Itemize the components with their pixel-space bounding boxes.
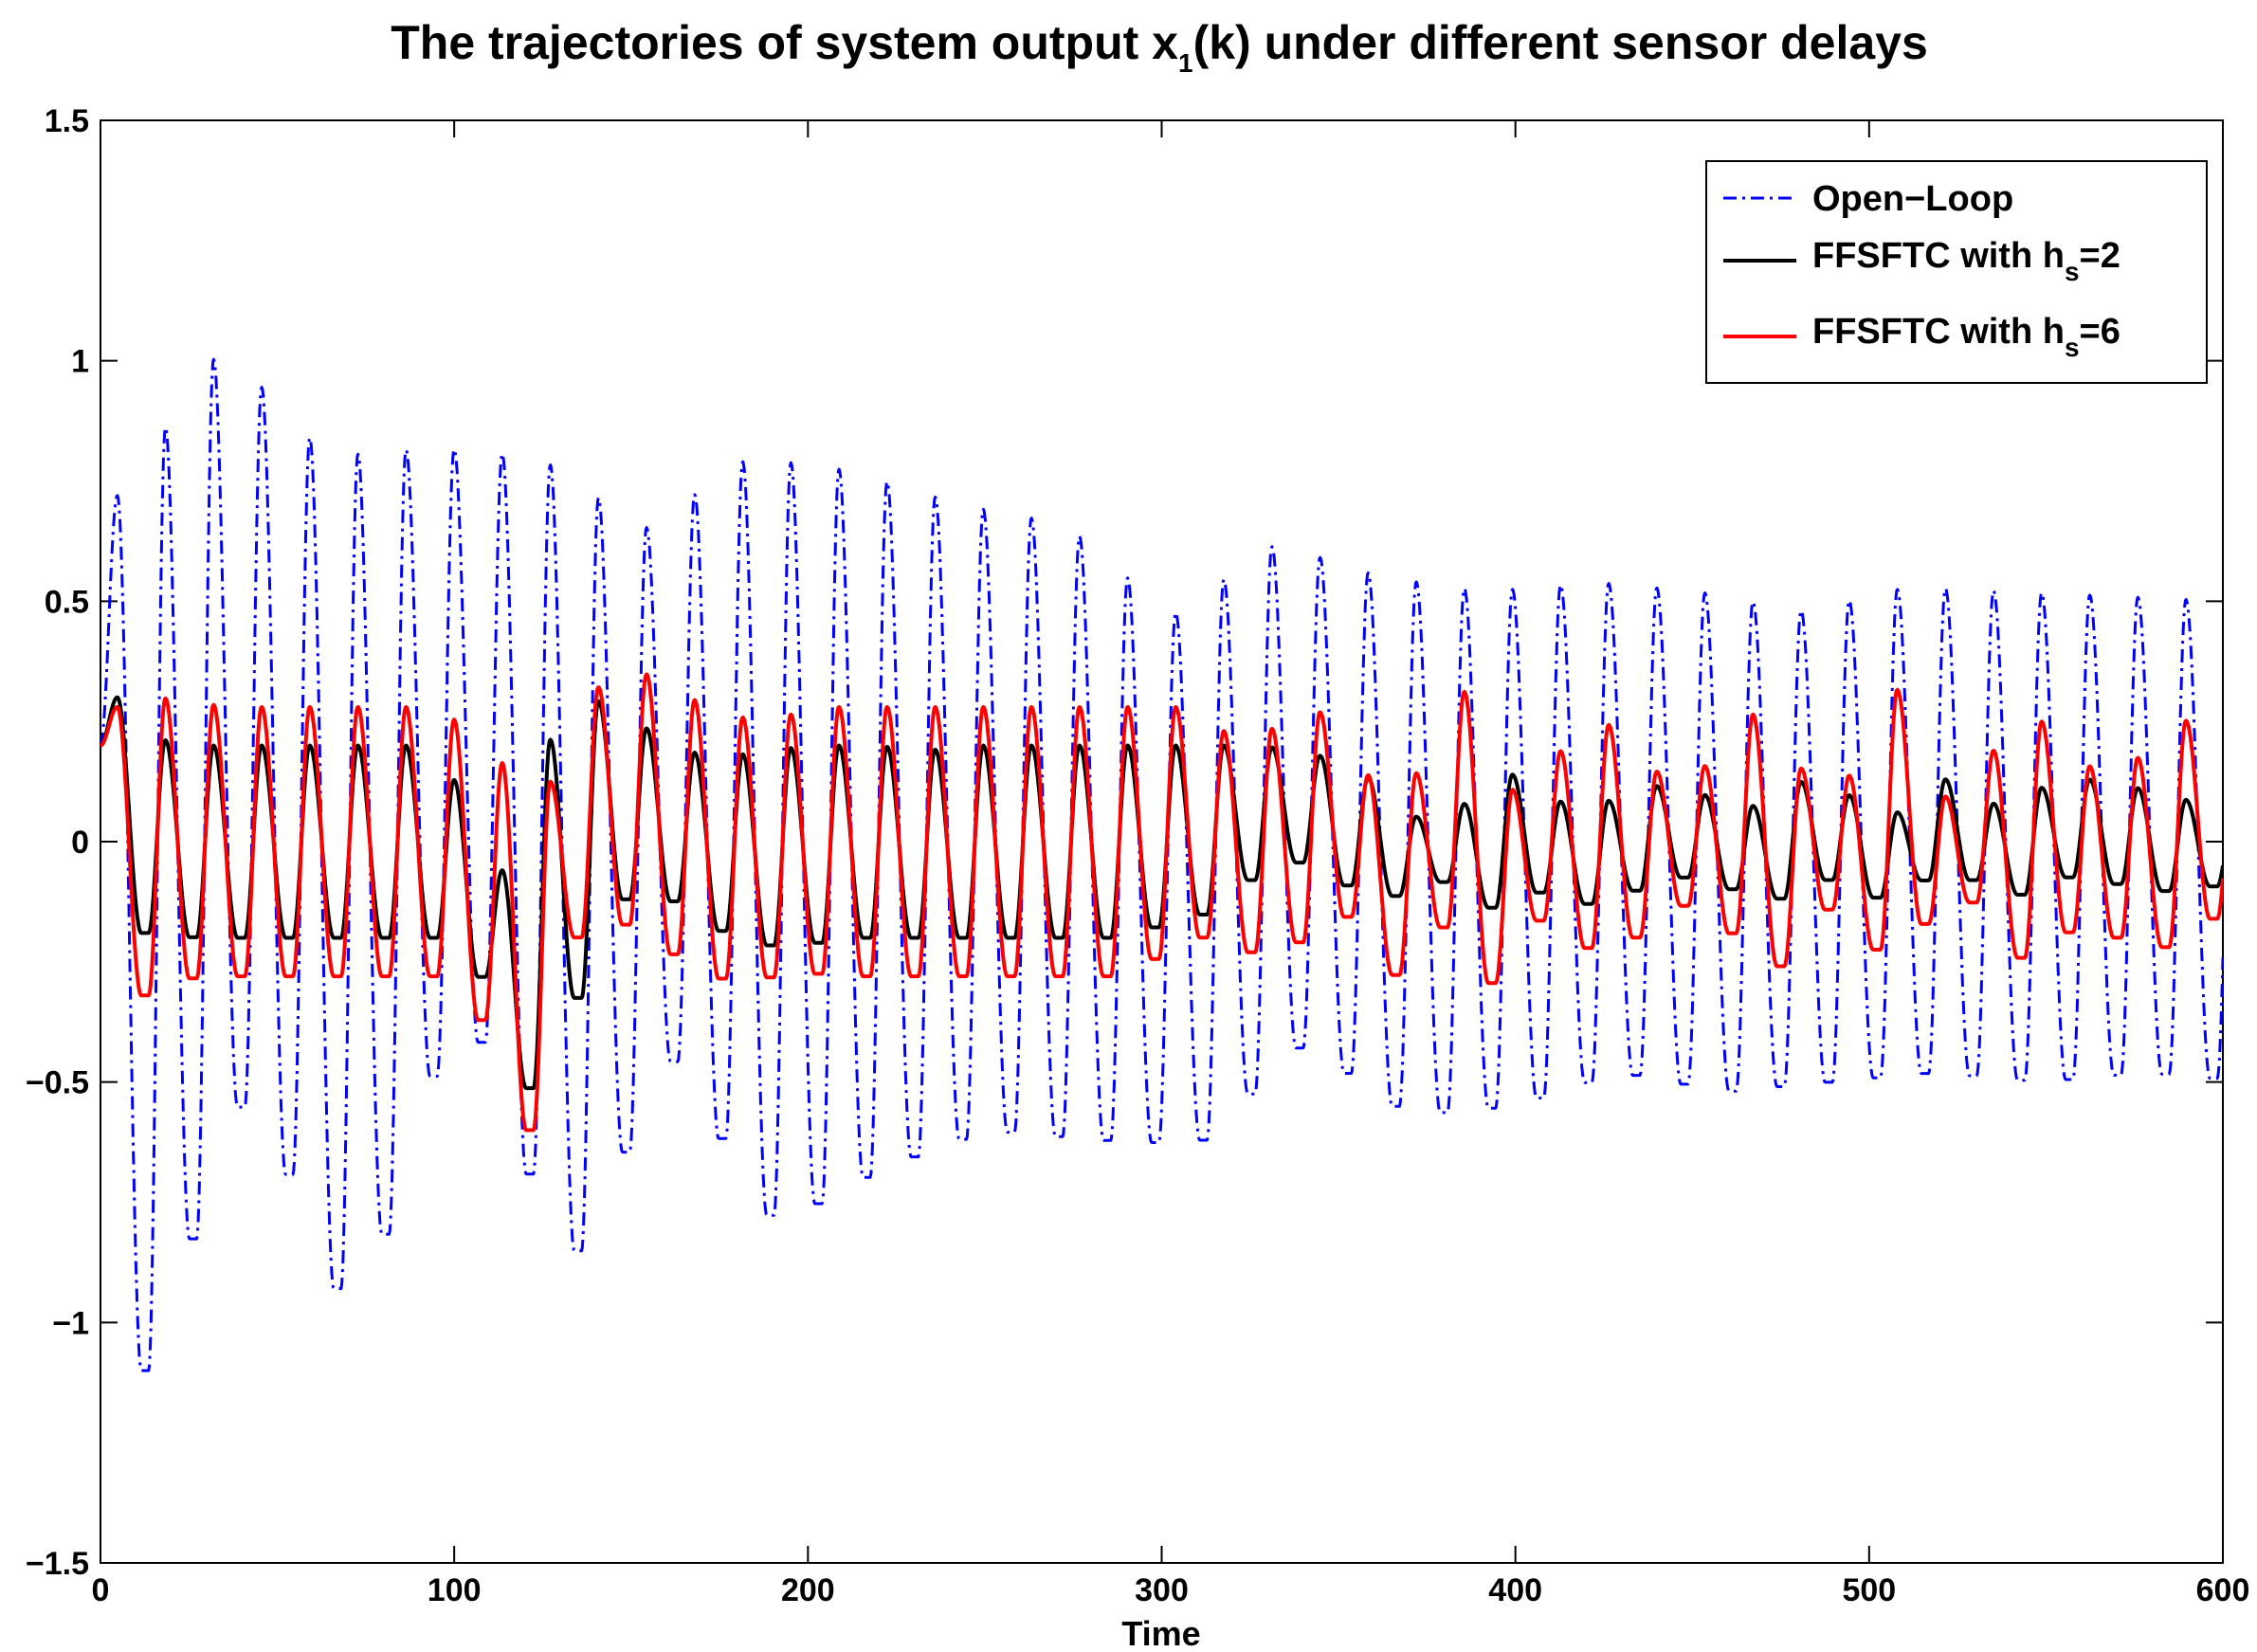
x-tick-label: 400 (1488, 1572, 1542, 1608)
y-tick-label: 1 (71, 344, 89, 380)
chart-title-subscript: 1 (1178, 48, 1193, 78)
y-tick-label: 0 (71, 825, 89, 861)
x-tick-label: 600 (2196, 1572, 2250, 1608)
series-line-2 (100, 672, 2223, 1133)
y-tick-label: 1.5 (45, 103, 89, 139)
x-tick-label: 500 (1842, 1572, 1896, 1608)
x-tick-label: 0 (92, 1572, 110, 1608)
legend-label-hs2: FFSFTC with hs=2 (1812, 236, 2120, 286)
x-tick-label: 100 (428, 1572, 482, 1608)
y-tick-label: −1.5 (26, 1546, 89, 1582)
series-lines (100, 357, 2223, 1372)
chart-title-main: The trajectories of system output x (391, 16, 1178, 69)
legend-label-open-loop: Open−Loop (1812, 179, 2013, 219)
legend-label-hs6: FFSFTC with hs=6 (1812, 312, 2120, 362)
chart-title: The trajectories of system output x1(k) … (391, 16, 1928, 78)
chart-title-rest: (k) under different sensor delays (1193, 16, 1928, 69)
series-line-0 (100, 357, 2223, 1372)
y-tick-label: 0.5 (45, 584, 89, 620)
y-tick-label: −1 (52, 1305, 89, 1341)
x-tick-label: 200 (781, 1572, 835, 1608)
x-axis-label: Time (1121, 1614, 1200, 1652)
y-tick-label: −0.5 (26, 1065, 89, 1101)
axis-ticks: 0 100 200 300 400 500 600 −1.5 −1 −0.5 0 0.5 1 1.5 (26, 103, 2249, 1608)
x-tick-label: 300 (1135, 1572, 1189, 1608)
legend: Open−Loop FFSFTC with hs=2 FFSFTC with h… (1705, 160, 2208, 384)
